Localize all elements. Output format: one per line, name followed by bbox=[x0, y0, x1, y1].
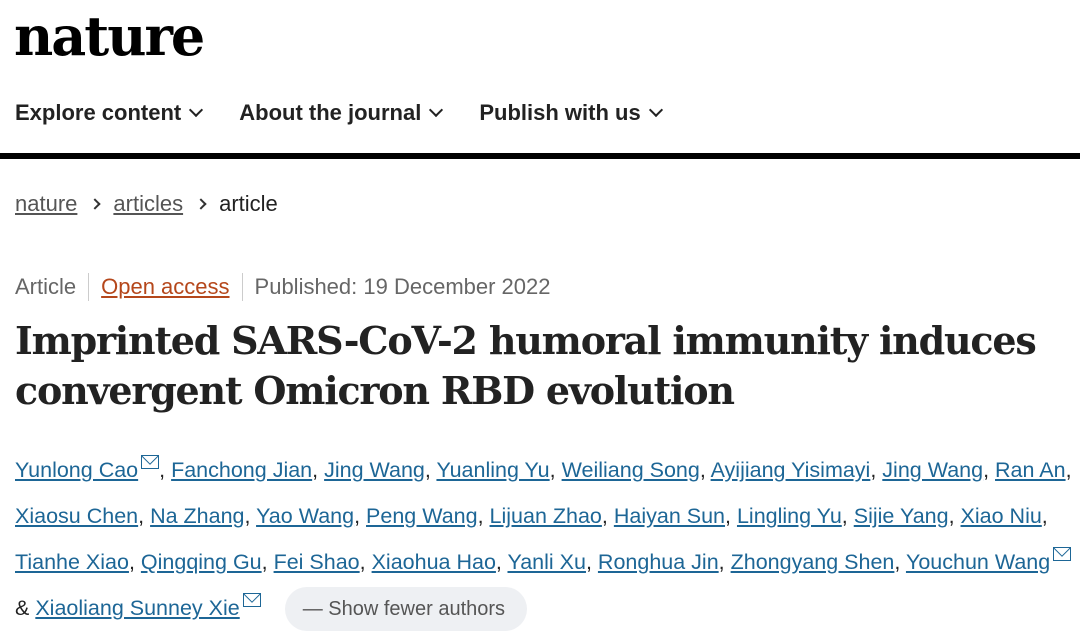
author-link[interactable]: Lijuan Zhao bbox=[489, 504, 602, 528]
author-link[interactable]: Ran An bbox=[995, 458, 1066, 482]
divider bbox=[0, 153, 1080, 159]
open-access-link[interactable]: Open access bbox=[101, 274, 230, 299]
author-link[interactable]: Yanli Xu bbox=[507, 550, 586, 574]
chevron-right-icon bbox=[195, 198, 207, 210]
nav-label: About the journal bbox=[239, 100, 422, 125]
breadcrumb: nature articles article bbox=[15, 191, 278, 217]
author-link[interactable]: Xiao Niu bbox=[960, 504, 1042, 528]
nav-publish[interactable]: Publish with us bbox=[479, 100, 663, 126]
chevron-down-icon bbox=[189, 102, 204, 118]
author-link[interactable]: Weiliang Song bbox=[561, 458, 700, 482]
email-icon[interactable] bbox=[141, 455, 160, 469]
divider bbox=[241, 273, 243, 301]
nature-logo[interactable]: nature bbox=[14, 4, 205, 68]
published-date: Published: 19 December 2022 bbox=[254, 274, 551, 299]
author-link[interactable]: Tianhe Xiao bbox=[15, 550, 129, 574]
email-icon[interactable] bbox=[242, 593, 261, 607]
author-link[interactable]: Youchun Wang bbox=[905, 550, 1051, 574]
nav-label: Publish with us bbox=[479, 100, 641, 125]
author-link[interactable]: Fanchong Jian bbox=[171, 458, 313, 482]
author-link[interactable]: Haiyan Sun bbox=[613, 504, 726, 528]
breadcrumb-articles[interactable]: articles bbox=[113, 191, 184, 216]
author-link[interactable]: Sijie Yang bbox=[853, 504, 949, 528]
nav-explore-content[interactable]: Explore content bbox=[15, 100, 204, 126]
author-link[interactable]: Ayijiang Yisimayi bbox=[710, 458, 871, 482]
author-link[interactable]: Na Zhang bbox=[150, 504, 245, 528]
author-link[interactable]: Yao Wang bbox=[256, 504, 355, 528]
author-link[interactable]: Fei Shao bbox=[273, 550, 360, 574]
article-type: Article bbox=[15, 274, 77, 299]
author-link[interactable]: Xiaohua Hao bbox=[371, 550, 496, 574]
author-link[interactable]: Ronghua Jin bbox=[597, 550, 719, 574]
chevron-right-icon bbox=[89, 198, 102, 210]
author-link[interactable]: Jing Wang bbox=[882, 458, 984, 482]
author-link[interactable]: Peng Wang bbox=[366, 504, 478, 528]
chevron-down-icon bbox=[648, 102, 663, 118]
author-link[interactable]: Lingling Yu bbox=[736, 504, 842, 528]
author-link[interactable]: Zhongyang Shen bbox=[730, 550, 895, 574]
author-list: Yunlong Cao, Fanchong Jian, Jing Wang, Y… bbox=[15, 447, 1080, 631]
author-link[interactable]: Qingqing Gu bbox=[140, 550, 262, 574]
nav-label: Explore content bbox=[15, 100, 182, 125]
article-meta: Article Open access Published: 19 Decemb… bbox=[15, 273, 551, 301]
breadcrumb-nature[interactable]: nature bbox=[15, 191, 78, 216]
email-icon[interactable] bbox=[1053, 547, 1072, 561]
show-fewer-authors-button[interactable]: — Show fewer authors bbox=[284, 587, 528, 631]
article-title: Imprinted SARS-CoV-2 humoral immunity in… bbox=[15, 318, 1037, 413]
chevron-down-icon bbox=[429, 102, 444, 118]
author-link[interactable]: Xiaosu Chen bbox=[15, 504, 139, 528]
nav-about-journal[interactable]: About the journal bbox=[239, 100, 444, 126]
breadcrumb-current: article bbox=[219, 191, 278, 216]
author-link[interactable]: Xiaoliang Sunney Xie bbox=[35, 596, 240, 620]
author-link[interactable]: Yuanling Yu bbox=[436, 458, 550, 482]
author-link[interactable]: Jing Wang bbox=[324, 458, 425, 482]
author-link[interactable]: Yunlong Cao bbox=[15, 458, 139, 482]
main-nav: Explore content About the journal Publis… bbox=[15, 100, 663, 126]
divider bbox=[88, 273, 90, 301]
